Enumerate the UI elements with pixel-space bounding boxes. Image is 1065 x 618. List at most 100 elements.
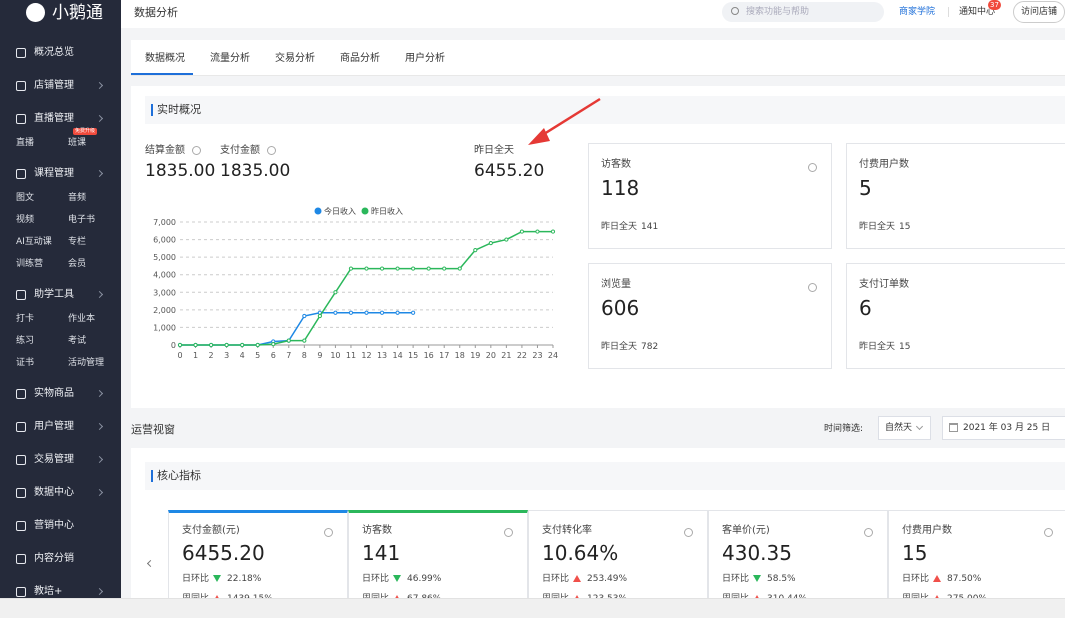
metric-card (708, 510, 888, 598)
x-tick-label: 1 (193, 351, 198, 360)
stat-card (588, 143, 832, 249)
submenu-item[interactable]: 练习 (16, 336, 35, 346)
filter-label: 时间筛选: (824, 424, 864, 434)
menu-icon (16, 290, 26, 300)
card-label: 付费用户数 (859, 159, 909, 170)
compare-label: 日环比 (722, 574, 750, 584)
date-picker[interactable] (942, 416, 1065, 440)
point (504, 237, 509, 242)
submenu-item[interactable]: 活动管理 (68, 358, 105, 368)
tab[interactable]: 数据概况 (145, 53, 185, 64)
menu-item[interactable]: 店铺管理 (34, 80, 74, 91)
tab[interactable]: 流量分析 (210, 53, 250, 64)
menu-item[interactable]: 助学工具 (34, 289, 74, 300)
period-text: 自然天 (885, 423, 913, 433)
menu-item[interactable]: 交易管理 (34, 454, 74, 465)
point (333, 310, 338, 315)
compare-label: 日环比 (182, 574, 210, 584)
submenu-item[interactable]: 音频 (68, 193, 87, 203)
x-tick-label: 15 (408, 351, 418, 360)
tab[interactable]: 交易分析 (275, 53, 315, 64)
info-icon (267, 146, 276, 155)
visit-button[interactable]: 访问店铺 (1013, 1, 1065, 23)
menu-item[interactable]: 实物商品 (34, 388, 74, 399)
stat-label: 支付金额 (220, 145, 260, 156)
compare-value: 310.44% (767, 593, 807, 598)
menu-item[interactable]: 教培+ (34, 586, 63, 597)
menu-item[interactable]: 内容分销 (34, 553, 74, 564)
legend-swatch (361, 207, 369, 215)
notice-link[interactable]: 通知中心 (959, 7, 996, 17)
point (411, 310, 416, 315)
card-label: 访客数 (601, 159, 631, 170)
point (302, 338, 307, 343)
y-tick-label: 3,000 (153, 288, 176, 297)
submenu-item[interactable]: AI互动课 (16, 237, 52, 247)
chevron (95, 389, 104, 398)
compare-label: 周同比 (182, 593, 209, 598)
point (286, 338, 291, 343)
x-tick-label: 24 (548, 351, 558, 360)
menu-item[interactable]: 课程管理 (34, 168, 74, 179)
search-box[interactable] (722, 2, 884, 22)
menu-item[interactable]: 数据中心 (34, 487, 74, 498)
x-tick-label: 13 (377, 351, 387, 360)
period-select[interactable] (878, 416, 931, 440)
submenu-item[interactable]: 专栏 (68, 237, 87, 247)
trend-icon (933, 575, 941, 582)
tab[interactable]: 用户分析 (405, 53, 445, 64)
notice-badge: 37 (988, 0, 1001, 10)
submenu-item[interactable]: 班课 (68, 138, 87, 148)
card-label: 浏览量 (601, 279, 631, 290)
submenu-item[interactable]: 训练营 (16, 259, 44, 269)
compare-label: 周同比 (362, 593, 389, 598)
menu-item[interactable]: 概况总览 (34, 47, 74, 58)
submenu-item[interactable]: 视频 (16, 215, 35, 225)
card-label: 支付订单数 (859, 279, 909, 290)
point (473, 248, 478, 253)
compare-value: 253.49% (587, 574, 628, 584)
logo-text: 小鹅通 (52, 3, 103, 23)
menu-item[interactable]: 营销中心 (34, 520, 74, 531)
compare-label: 周同比 (542, 593, 569, 598)
point (395, 266, 400, 271)
submenu-item[interactable]: 考试 (68, 336, 87, 346)
chevron (95, 290, 104, 299)
annotation-arrow (528, 97, 601, 145)
menu-icon (16, 81, 26, 91)
submenu-item[interactable]: 证书 (16, 358, 35, 368)
submenu-item[interactable]: 电子书 (68, 215, 96, 225)
menu-item[interactable]: 直播管理 (34, 113, 74, 124)
submenu-item[interactable]: 图文 (16, 193, 35, 203)
x-tick-label: 14 (392, 351, 402, 360)
point (457, 266, 462, 271)
submenu-item[interactable]: 作业本 (68, 314, 96, 324)
metric-label: 支付金额(元) (182, 525, 240, 536)
info-icon (864, 528, 873, 537)
trend-icon (393, 575, 401, 582)
stat-card (588, 263, 832, 369)
academy-link[interactable]: 商家学院 (899, 7, 936, 17)
menu-icon (16, 422, 26, 432)
submenu-item[interactable]: 打卡 (16, 314, 35, 324)
x-tick-label: 17 (439, 351, 449, 360)
point (240, 342, 245, 348)
y-tick-label: 4,000 (153, 271, 176, 280)
point (379, 310, 385, 315)
tab[interactable]: 商品分析 (340, 53, 380, 64)
metric-card (888, 510, 1065, 598)
date-text: 2021 年 03 月 25 日 (963, 423, 1051, 433)
menu-icon (16, 114, 26, 124)
stat-card (846, 143, 1065, 249)
card-yesterday-label: 昨日全天 (601, 222, 638, 232)
metric-label: 访客数 (362, 525, 392, 536)
x-tick-label: 21 (501, 351, 511, 360)
submenu-item[interactable]: 直播 (16, 138, 35, 148)
submenu-item[interactable]: 会员 (68, 259, 87, 269)
info-icon (504, 528, 513, 537)
search-placeholder: 搜索功能与帮助 (746, 7, 810, 17)
trend-icon (753, 575, 761, 582)
point (177, 342, 183, 348)
y-tick-label: 2,000 (153, 306, 176, 315)
menu-item[interactable]: 用户管理 (34, 421, 74, 432)
